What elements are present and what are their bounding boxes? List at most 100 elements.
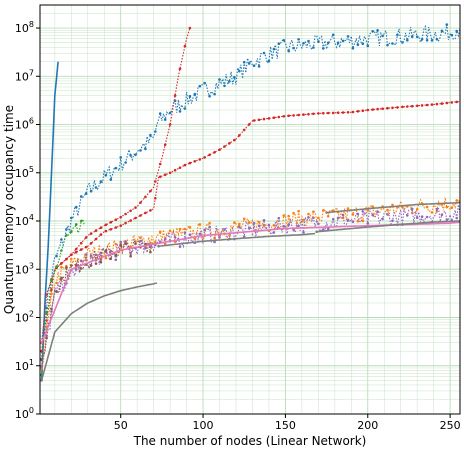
data-point bbox=[40, 341, 43, 345]
data-point bbox=[94, 229, 98, 232]
data-point bbox=[79, 267, 83, 270]
data-point bbox=[277, 216, 281, 220]
data-point bbox=[65, 266, 68, 269]
data-point bbox=[168, 111, 172, 115]
data-point bbox=[257, 118, 261, 122]
data-point bbox=[361, 109, 365, 112]
data-point bbox=[376, 107, 379, 111]
x-tick-label: 200 bbox=[357, 419, 378, 432]
data-point bbox=[371, 30, 375, 33]
data-point bbox=[134, 153, 137, 157]
series-13 bbox=[325, 201, 460, 214]
series-line bbox=[326, 201, 460, 214]
data-point bbox=[440, 213, 444, 216]
data-point bbox=[257, 65, 261, 68]
data-point bbox=[79, 195, 83, 198]
data-point bbox=[410, 104, 414, 108]
data-point bbox=[336, 41, 340, 44]
data-point bbox=[119, 240, 122, 244]
data-point bbox=[336, 111, 340, 114]
data-point bbox=[183, 163, 187, 167]
data-point bbox=[396, 106, 399, 109]
data-point bbox=[178, 166, 182, 169]
data-point bbox=[173, 168, 177, 172]
data-point bbox=[193, 160, 197, 163]
data-point bbox=[74, 247, 78, 251]
series-line bbox=[316, 220, 461, 233]
data-point bbox=[188, 161, 192, 165]
data-point bbox=[70, 264, 73, 267]
data-point bbox=[272, 116, 276, 119]
data-point bbox=[124, 240, 127, 243]
data-point bbox=[70, 230, 73, 233]
data-point bbox=[158, 230, 162, 233]
data-point bbox=[114, 242, 118, 246]
data-point bbox=[238, 69, 241, 73]
data-point bbox=[203, 228, 206, 232]
data-point bbox=[114, 258, 118, 262]
series-10 bbox=[40, 282, 158, 382]
data-point bbox=[119, 215, 122, 219]
data-point bbox=[282, 115, 286, 118]
series-line bbox=[158, 232, 316, 247]
data-point bbox=[55, 254, 58, 258]
data-point bbox=[420, 215, 424, 218]
data-point bbox=[45, 306, 48, 310]
series-line bbox=[41, 218, 86, 375]
data-point bbox=[178, 110, 182, 113]
data-point bbox=[55, 265, 58, 268]
data-point bbox=[65, 234, 68, 237]
data-point bbox=[79, 248, 83, 251]
data-point bbox=[99, 233, 103, 236]
data-point bbox=[297, 38, 300, 41]
data-point bbox=[129, 154, 132, 157]
data-point bbox=[415, 216, 419, 220]
data-point bbox=[183, 44, 187, 48]
data-point bbox=[351, 47, 355, 50]
y-tick-label: 107 bbox=[15, 68, 34, 83]
data-point bbox=[302, 231, 305, 234]
data-point bbox=[252, 64, 256, 67]
data-point bbox=[435, 37, 439, 41]
data-point bbox=[415, 104, 419, 108]
data-point bbox=[40, 379, 43, 382]
data-point bbox=[287, 214, 291, 218]
data-point bbox=[149, 133, 152, 137]
data-point bbox=[228, 234, 231, 237]
data-point bbox=[188, 226, 192, 229]
data-point bbox=[425, 215, 429, 219]
data-point bbox=[109, 249, 113, 253]
data-point bbox=[406, 214, 409, 217]
grid bbox=[40, 4, 460, 415]
data-point bbox=[134, 216, 137, 220]
data-point bbox=[455, 29, 459, 33]
data-point bbox=[40, 366, 43, 370]
data-point bbox=[272, 47, 276, 51]
data-point bbox=[267, 59, 271, 63]
data-point bbox=[50, 307, 53, 311]
y-tick-label: 106 bbox=[15, 117, 34, 132]
data-point bbox=[114, 253, 118, 257]
data-point bbox=[158, 175, 162, 179]
data-point bbox=[208, 225, 211, 229]
data-point bbox=[315, 230, 319, 233]
data-point bbox=[104, 249, 108, 252]
data-point bbox=[391, 42, 394, 45]
data-point bbox=[109, 228, 113, 231]
y-tick-label: 100 bbox=[15, 406, 34, 421]
data-point bbox=[208, 94, 211, 98]
data-point bbox=[292, 211, 295, 215]
data-point bbox=[297, 113, 300, 117]
data-point bbox=[158, 112, 162, 115]
data-point bbox=[104, 173, 108, 177]
data-point bbox=[70, 216, 73, 220]
data-point bbox=[376, 210, 379, 213]
data-point bbox=[55, 281, 58, 285]
data-point bbox=[287, 114, 291, 118]
data-point bbox=[228, 80, 231, 83]
data-point bbox=[401, 105, 404, 109]
data-point bbox=[40, 357, 43, 361]
data-point bbox=[94, 237, 98, 241]
data-point bbox=[312, 46, 315, 49]
